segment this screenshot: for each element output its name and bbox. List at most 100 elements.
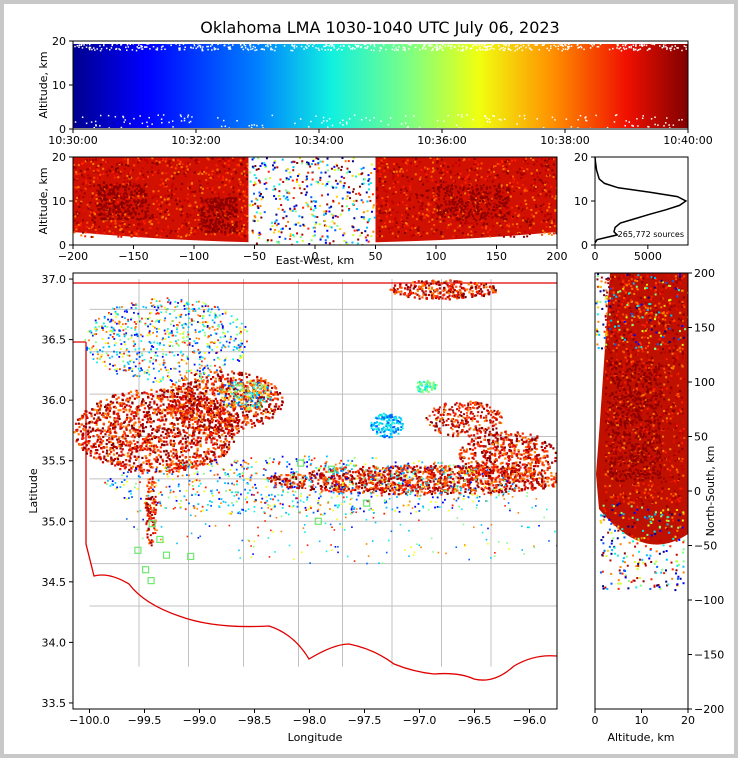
ew-source-point xyxy=(193,207,196,210)
plan-source-point xyxy=(109,447,112,450)
ew-core-point xyxy=(108,211,111,214)
ew-core-point xyxy=(141,209,144,212)
ew-source-point xyxy=(337,167,340,170)
ew-source-point xyxy=(364,236,367,239)
ew-source-point xyxy=(528,224,531,227)
ew-source-point xyxy=(425,173,428,176)
ew-source-point xyxy=(480,162,483,165)
plan-source-point xyxy=(164,466,167,469)
ew-core-point xyxy=(493,206,496,209)
ew-source-point xyxy=(315,157,318,160)
ew-source-point xyxy=(172,177,175,180)
plan-source-point xyxy=(128,468,131,471)
ew-core-point xyxy=(114,193,117,196)
ew-core-point xyxy=(227,223,230,226)
ew-source-point xyxy=(145,185,148,188)
ew-source-point xyxy=(87,168,90,171)
ew-source-point xyxy=(166,179,169,182)
plan-source-point xyxy=(98,407,102,410)
ew-source-point xyxy=(400,218,403,221)
plan-source-point xyxy=(119,409,122,412)
ew-source-point xyxy=(519,192,522,195)
ew-core-point xyxy=(117,186,120,189)
time-height-source-gap xyxy=(219,42,222,45)
ew-source-point xyxy=(411,201,414,204)
time-height-source-gap xyxy=(207,45,209,48)
time-height-source-gap xyxy=(448,42,450,45)
ew-core-point xyxy=(477,210,480,213)
plan-source-point xyxy=(96,427,100,430)
time-height-source-gap xyxy=(505,44,507,47)
time-height-source-gap xyxy=(630,45,632,48)
time-height-source-gap xyxy=(322,120,325,122)
ew-source-point xyxy=(296,174,299,177)
time-height-source-gap xyxy=(507,47,510,50)
time-height-source-gap xyxy=(672,124,675,126)
time-height-source-gap xyxy=(666,117,668,119)
ew-source-point xyxy=(545,193,548,196)
plan-source-point xyxy=(130,418,133,422)
ew-source-point xyxy=(511,206,514,209)
plan-source-point xyxy=(98,443,101,447)
ew-source-point xyxy=(429,203,432,206)
plan-source-point xyxy=(184,467,187,470)
ew-source-point xyxy=(444,209,447,212)
time-height-source-gap xyxy=(107,114,110,117)
plan-source-point xyxy=(142,461,145,464)
plan-source-point xyxy=(108,441,111,444)
time-height-source-gap xyxy=(303,48,305,50)
time-height-source-gap xyxy=(625,47,628,50)
time-height-source-gap xyxy=(570,126,573,128)
plan-source-point xyxy=(119,404,122,407)
ew-core-point xyxy=(460,207,463,210)
plan-source-point xyxy=(172,462,175,466)
plan-source-point xyxy=(137,432,140,436)
time-height-source-gap xyxy=(164,48,166,50)
plan-source-point xyxy=(119,467,122,471)
ew-source-point xyxy=(510,233,513,236)
plan-source-point xyxy=(180,447,183,451)
ew-core-point xyxy=(214,231,217,234)
ew-source-point xyxy=(490,199,493,202)
ew-source-point xyxy=(431,179,434,182)
ew-source-point xyxy=(351,160,354,163)
ew-source-point xyxy=(162,157,165,160)
plan-source-point xyxy=(151,437,154,441)
ew-source-point xyxy=(446,210,449,213)
ew-source-point xyxy=(298,173,301,176)
ew-source-point xyxy=(495,204,498,207)
ew-core-point xyxy=(117,204,120,207)
ew-source-point xyxy=(110,165,113,168)
ew-core-point xyxy=(486,192,489,195)
time-height-source-gap xyxy=(653,43,655,45)
ew-source-point xyxy=(138,197,141,200)
plan-source-point xyxy=(157,440,161,443)
ew-source-point xyxy=(455,219,458,222)
ew-core-point xyxy=(451,202,454,205)
ew-source-point xyxy=(211,169,214,172)
plan-source-point xyxy=(73,431,76,434)
ew-source-point xyxy=(224,183,227,186)
ew-source-point xyxy=(539,200,542,203)
ew-source-point xyxy=(547,164,550,167)
ew-source-point xyxy=(78,205,81,208)
ew-source-point xyxy=(253,220,256,223)
ew-source-point xyxy=(317,162,320,165)
ew-core-point xyxy=(200,229,203,232)
ew-source-point xyxy=(102,181,105,184)
ew-source-point xyxy=(288,171,291,174)
ew-source-point xyxy=(396,235,399,238)
time-height-source-gap xyxy=(341,119,344,122)
ew-core-point xyxy=(222,224,225,227)
ew-source-point xyxy=(209,176,212,179)
ew-source-point xyxy=(80,189,83,192)
plan-source-point xyxy=(106,454,109,457)
plan-source-point xyxy=(120,402,123,405)
plan-source-point xyxy=(168,427,171,431)
plan-source-point xyxy=(114,424,117,427)
ew-source-point xyxy=(277,207,280,210)
ew-core-point xyxy=(459,201,462,204)
plan-source-point xyxy=(147,418,150,421)
ew-source-point xyxy=(96,212,99,215)
plan-source-point xyxy=(166,456,169,459)
